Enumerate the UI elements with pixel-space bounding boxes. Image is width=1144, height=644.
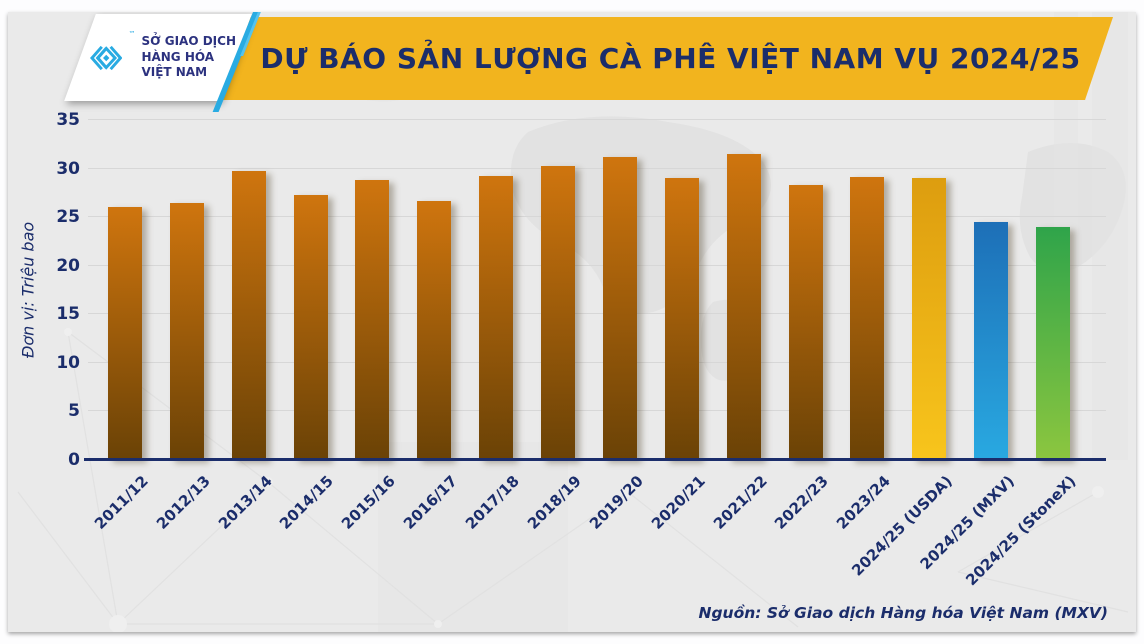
bar-slot: 2011/12: [91, 120, 156, 533]
bar-slot: 2014/15: [276, 120, 342, 533]
bar-2014/15: [293, 194, 328, 460]
x-tick-label: 2017/18: [462, 472, 523, 533]
mxv-logo-inner: ™ SỞ GIAO DỊCH HÀNG HÓA VIỆT NAM: [80, 14, 236, 101]
title-banner: DỰ BÁO SẢN LƯỢNG CÀ PHÊ VIỆT NAM VỤ 2024…: [182, 17, 1113, 100]
page-title: DỰ BÁO SẢN LƯỢNG CÀ PHÊ VIỆT NAM VỤ 2024…: [260, 42, 1081, 75]
bar-slot: 2019/20: [586, 120, 651, 533]
bar-2024/25 (USDA): [912, 178, 947, 460]
y-tick-label: 30: [56, 158, 80, 179]
plot-bars: 2011/12 2012/13 2013/14 2014/15 2015/16 2016/…: [91, 120, 1084, 589]
mxv-logo-text: SỞ GIAO DỊCH HÀNG HÓA VIỆT NAM: [141, 34, 236, 81]
source-attribution: Nguồn: Sở Giao dịch Hàng hóa Việt Nam (M…: [698, 604, 1108, 622]
x-tick-label: 2020/21: [647, 472, 709, 533]
bar-slot: 2018/19: [524, 120, 589, 533]
logo-text-line2: HÀNG HÓA: [141, 49, 215, 64]
y-axis-unit-label: Đơn vị: Triệu bao: [18, 221, 38, 359]
x-tick-label: 2015/16: [338, 472, 400, 533]
bar-2024/25 (MXV): [974, 222, 1009, 460]
trademark-symbol: ™: [128, 30, 136, 38]
logo-text-line3: VIỆT NAM: [141, 65, 208, 80]
bar-slot: 2021/22: [710, 120, 775, 533]
x-tick-label: 2021/22: [709, 472, 771, 533]
y-tick-label: 5: [68, 401, 80, 422]
bar-2022/23: [788, 185, 823, 460]
bar-slot: 2024/25 (MXV): [917, 120, 1022, 573]
y-tick-label: 10: [56, 352, 80, 373]
x-tick-label: 2014/15: [276, 472, 338, 533]
bar-2020/21: [664, 178, 699, 460]
mxv-diamond-logomark-icon: [90, 45, 123, 70]
x-tick-label: 2024/25 (StoneX): [962, 472, 1080, 590]
x-tick-label: 2018/19: [523, 472, 585, 533]
bar-slot: 2024/25 (StoneX): [963, 120, 1084, 589]
y-axis-ticks: 0 5 10 15 20 25 30 35: [38, 110, 80, 470]
x-tick-label: 2012/13: [152, 472, 214, 533]
bar-2011/12: [107, 207, 142, 460]
bar-2021/22: [726, 154, 761, 460]
x-tick-label: 2016/17: [400, 472, 462, 533]
y-tick-label: 25: [56, 207, 80, 228]
y-tick-label: 35: [56, 110, 80, 130]
bar-slot: 2023/24: [833, 120, 899, 533]
gridline: [88, 313, 1106, 315]
x-tick-label: 2023/24: [833, 472, 895, 533]
x-axis-line: [84, 458, 1106, 461]
x-tick-label: 2013/14: [214, 472, 276, 533]
bar-slot: 2017/18: [462, 120, 527, 533]
bar-slot: 2013/14: [215, 120, 280, 533]
bar-2012/13: [169, 202, 204, 460]
bar-slot: 2012/13: [153, 120, 218, 533]
logo-text-line1: SỞ GIAO DỊCH: [141, 34, 236, 49]
bar-2013/14: [231, 170, 266, 460]
y-tick-label: 0: [68, 450, 80, 470]
bar-slot: 2020/21: [648, 120, 713, 533]
x-tick-label: 2022/23: [771, 472, 833, 533]
y-tick-label: 20: [56, 255, 80, 276]
bar-2016/17: [417, 200, 452, 460]
x-tick-label: 2011/12: [90, 472, 152, 533]
bar-slot: 2016/17: [400, 120, 465, 533]
bar-2018/19: [541, 165, 576, 460]
bar-2023/24: [850, 177, 885, 460]
bar-slot: 2015/16: [338, 120, 404, 533]
mxv-logo: ™ SỞ GIAO DỊCH HÀNG HÓA VIỆT NAM: [64, 14, 252, 101]
bar-slot: 2024/25 (USDA): [849, 120, 960, 580]
x-tick-label: 2019/20: [585, 472, 647, 533]
y-tick-label: 15: [56, 304, 80, 325]
bar-2015/16: [355, 180, 390, 460]
bar-2017/18: [479, 176, 514, 460]
bar-slot: 2022/23: [771, 120, 837, 533]
bar-2019/20: [602, 156, 637, 460]
chart-card: DỰ BÁO SẢN LƯỢNG CÀ PHÊ VIỆT NAM VỤ 2024…: [8, 12, 1136, 632]
bar-2024/25 (StoneX): [1036, 226, 1071, 460]
